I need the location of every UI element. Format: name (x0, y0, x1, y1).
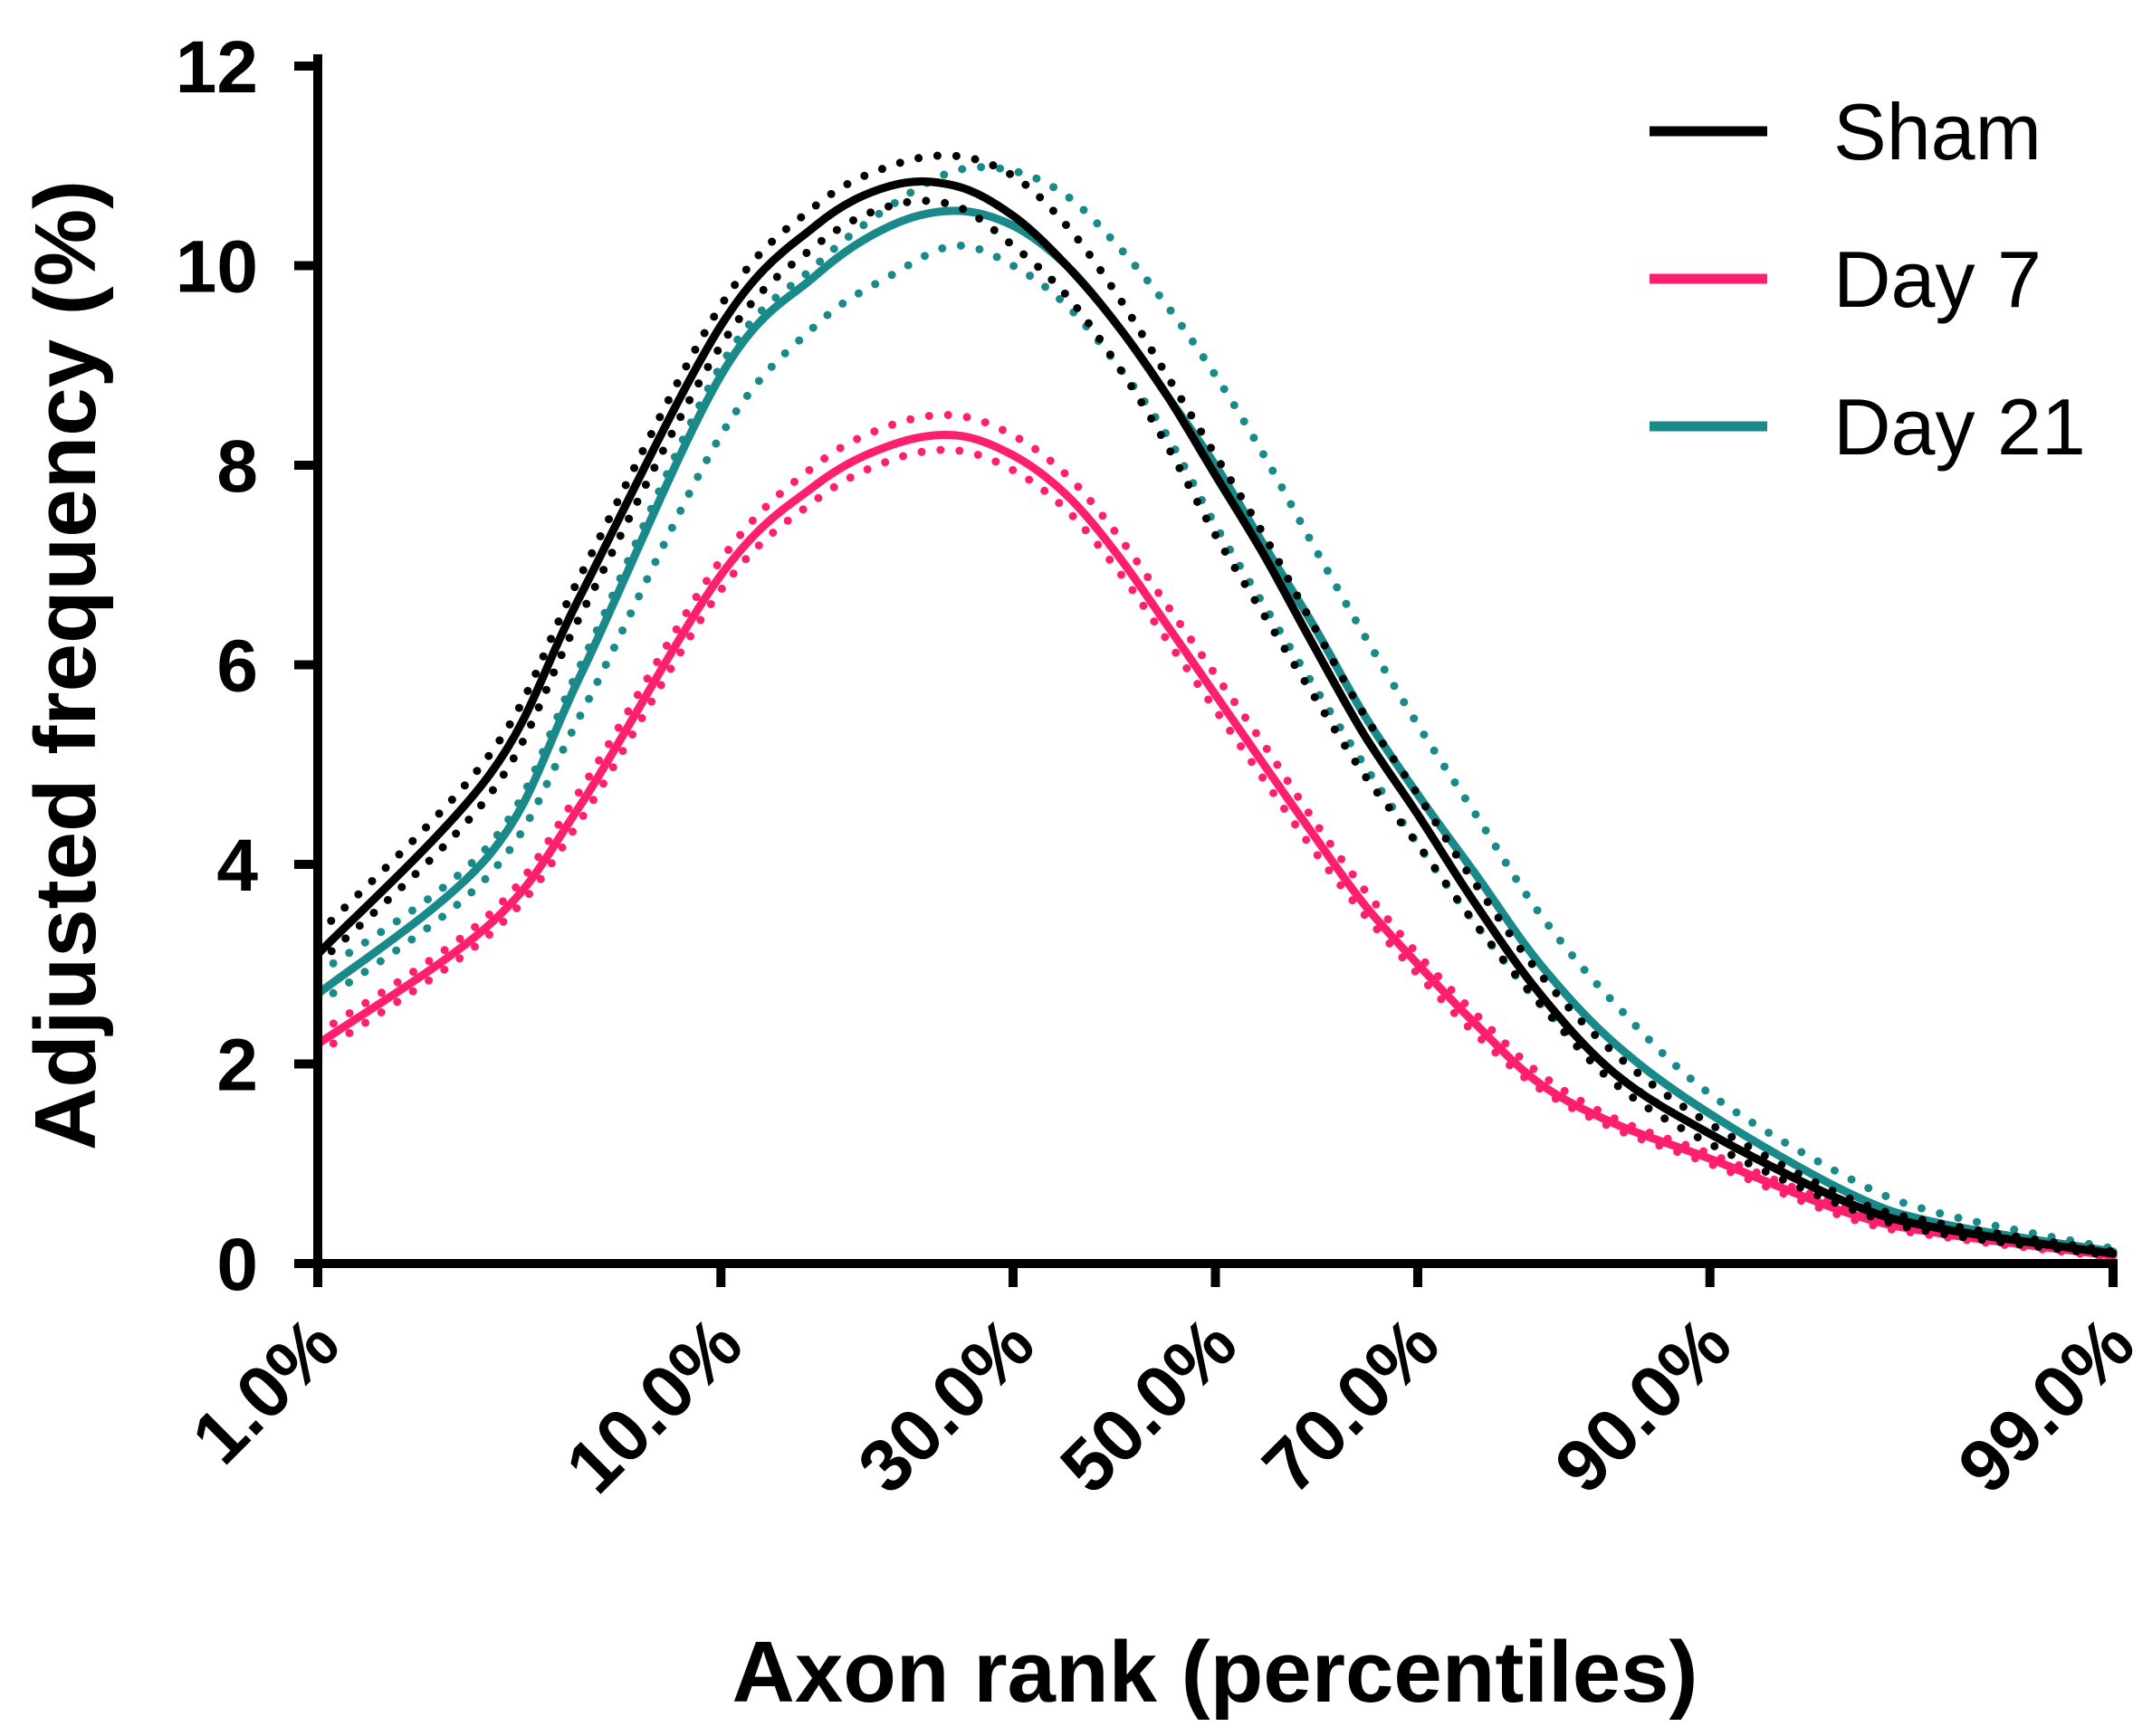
legend-item: Day 21 (1650, 382, 2086, 472)
legend-item: Day 7 (1650, 234, 2042, 324)
series-sham (313, 151, 2118, 1260)
ci-lower-line (313, 196, 2118, 1260)
x-axis-title: Axon rank (percentiles) (732, 1624, 1698, 1721)
series-layer (313, 151, 2118, 1262)
y-tick-label: 8 (216, 425, 258, 508)
y-axis-title: Adjusted frequency (%) (17, 180, 114, 1150)
fit-line (313, 431, 2118, 1260)
y-tick-label: 12 (176, 26, 258, 109)
x-tick-label: 70.0% (1248, 1302, 1455, 1509)
x-tick-label: 1.0% (177, 1302, 355, 1480)
x-tick-label: 30.0% (843, 1302, 1050, 1509)
legend-label: Sham (1833, 87, 2042, 176)
x-tick-label: 90.0% (1540, 1302, 1747, 1509)
legend-item: Sham (1650, 87, 2042, 176)
series-day-7 (313, 410, 2118, 1262)
ci-upper-line (313, 163, 2118, 1253)
x-tick-label: 10.0% (550, 1302, 758, 1509)
x-ticks: 1.0% 10.0% 30.0%50.0%70.0% 90.0% 99.0% (177, 1264, 2150, 1509)
series-day-21 (313, 163, 2118, 1258)
y-tick-label: 0 (216, 1224, 258, 1306)
legend-label: Day 21 (1833, 382, 2086, 472)
ci-upper-line (313, 410, 2118, 1258)
legend: Sham Day 7 Day 21 (1650, 87, 2086, 472)
x-tick-label: 50.0% (1045, 1302, 1252, 1509)
ci-lower-line (313, 445, 2118, 1262)
y-tick-label: 6 (216, 625, 258, 708)
legend-label: Day 7 (1833, 234, 2042, 324)
x-tick-label: 99.0% (1943, 1302, 2150, 1509)
y-ticks: 0 2 4 6 8 10 12 (176, 26, 318, 1306)
y-tick-label: 10 (176, 226, 258, 309)
y-tick-label: 2 (216, 1025, 258, 1107)
fit-line (313, 206, 2118, 1256)
fit-line (313, 176, 2118, 1258)
y-tick-label: 4 (216, 825, 258, 907)
